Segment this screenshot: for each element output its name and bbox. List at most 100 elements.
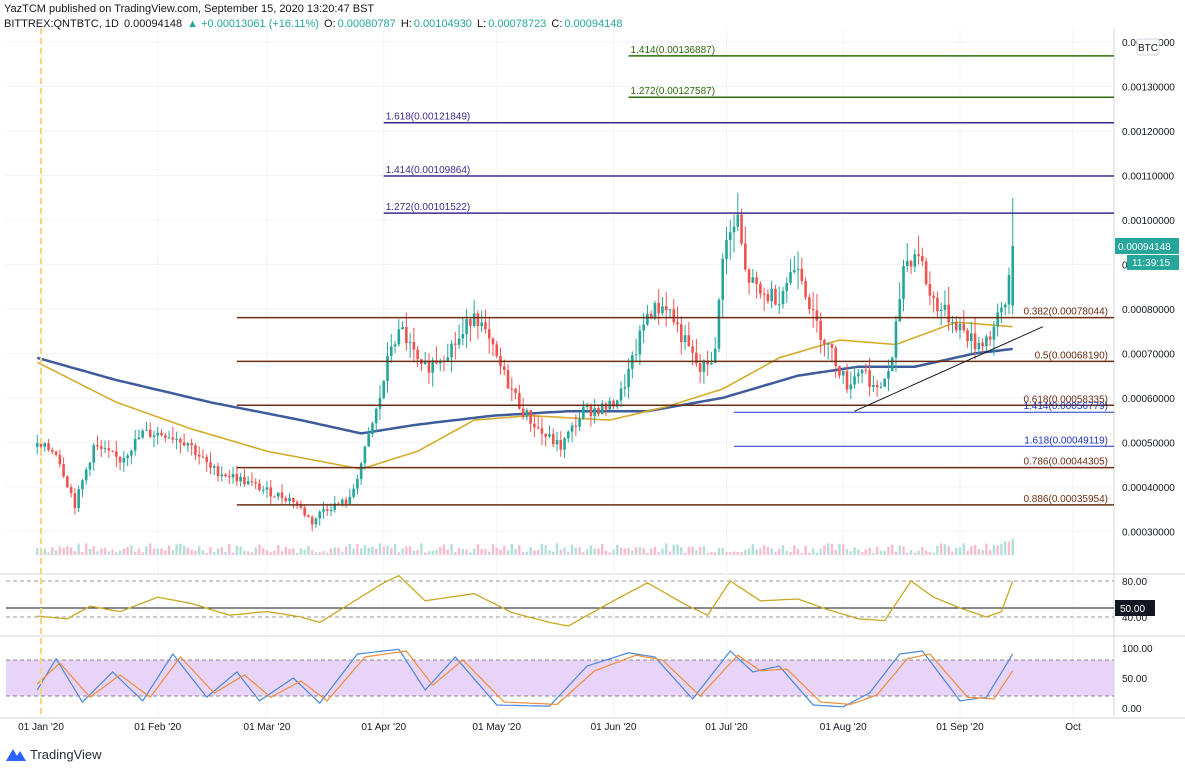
candle-body: [702, 360, 706, 372]
candle-body: [759, 283, 762, 294]
volume-bar: [175, 544, 178, 555]
volume-bar: [924, 550, 928, 555]
volume-bar: [661, 548, 664, 555]
price-chart[interactable]: 1.414(0.00136887) 1.272(0.00127587) 1.618(…: [0, 28, 1185, 768]
volume-bar: [649, 548, 653, 555]
fib-level-label: 0.5(0.00068190): [1035, 350, 1108, 361]
candle-body: [913, 254, 917, 267]
volume-bar: [672, 544, 675, 555]
volume-bar: [499, 549, 502, 555]
candle-body: [62, 464, 65, 477]
candle-body: [860, 369, 864, 374]
fib-level-label: 1.414(0.00056779): [1023, 401, 1108, 412]
candle-body: [811, 309, 815, 311]
countdown-label: 11:39:15: [1132, 258, 1171, 269]
volume-bar: [213, 552, 216, 555]
volume-bar: [744, 549, 747, 555]
candle-body: [337, 503, 340, 505]
volume-bar: [936, 545, 939, 555]
candle-body: [676, 322, 679, 325]
volume-bar: [246, 551, 250, 555]
candle-body: [627, 368, 630, 388]
candle-body: [857, 373, 860, 377]
candle-body: [902, 266, 905, 300]
volume-bar: [431, 550, 434, 555]
candle-body: [615, 400, 619, 407]
volume-bar: [465, 549, 468, 555]
volume-bar: [81, 551, 84, 555]
candle-body: [472, 313, 476, 326]
candle-body: [393, 344, 397, 347]
candle-body: [653, 303, 657, 319]
candle-body: [664, 306, 668, 311]
volume-bar: [898, 545, 901, 555]
price-axis-tick: 0.00110000: [1122, 171, 1175, 182]
time-axis-label: 01 May '20: [472, 722, 521, 733]
volume-bar: [442, 544, 446, 555]
volume-bar: [864, 549, 868, 555]
candle-body: [710, 362, 713, 365]
volume-bar: [570, 544, 574, 555]
volume-bar: [819, 548, 822, 555]
candle-body: [50, 450, 54, 452]
candle-body: [235, 474, 239, 482]
candle-body: [838, 365, 841, 376]
candle-body: [634, 354, 638, 356]
volume-bar: [1000, 543, 1003, 555]
ohlc-line: BITTREX:QNTBTC, 1D 0.00094148 ▲ +0.00013…: [4, 17, 625, 32]
volume-bar: [600, 544, 604, 555]
volume-bar: [928, 552, 932, 555]
volume-bar: [484, 549, 487, 555]
candle-body: [928, 283, 932, 296]
volume-bar: [262, 548, 265, 555]
volume-bar: [450, 544, 453, 555]
candle-body: [39, 443, 43, 447]
volume-bar: [657, 552, 660, 555]
change-value: ▲ +0.00013061 (+16.11%): [187, 18, 319, 30]
low-value: 0.00078723: [488, 18, 547, 30]
volume-bar: [390, 547, 393, 555]
candle-body: [491, 338, 495, 345]
candle-body: [423, 361, 427, 365]
volume-bar: [367, 547, 370, 555]
candle-body: [887, 371, 890, 379]
volume-bar: [638, 547, 642, 555]
volume-bar: [220, 547, 223, 555]
volume-bar: [156, 548, 159, 555]
candle-body: [551, 434, 555, 445]
candle-body: [318, 511, 322, 519]
candle-body: [529, 410, 532, 424]
volume-bar: [970, 546, 973, 555]
candle-body: [947, 304, 951, 323]
candle-body: [386, 355, 389, 382]
candle-body: [186, 443, 190, 446]
tradingview-branding[interactable]: TradingView: [6, 744, 102, 764]
candle-body: [344, 499, 348, 504]
candle-body: [725, 240, 728, 259]
volume-bar: [988, 549, 992, 555]
candle-body: [747, 269, 751, 283]
volume-bar: [47, 552, 50, 555]
publisher-line: YazTCM published on TradingView.com, Sep…: [4, 3, 375, 15]
volume-bar: [216, 548, 220, 555]
price-axis-tick: 0.00030000: [1122, 527, 1175, 538]
volume-bar: [182, 545, 186, 555]
candle-body: [506, 369, 510, 389]
volume-bar: [231, 552, 235, 555]
volume-bar: [371, 546, 374, 555]
fib-level-label: 1.414(0.00136887): [631, 45, 716, 56]
volume-bar: [762, 545, 766, 555]
candle-body: [533, 423, 536, 428]
candle-body: [363, 446, 367, 464]
candle-body: [544, 433, 548, 437]
volume-bar: [454, 552, 457, 555]
volume-bar: [378, 543, 382, 555]
price-pane-bg: [6, 37, 1114, 574]
candle-body: [574, 425, 578, 427]
candle-body: [744, 243, 747, 270]
volume-bar: [585, 549, 589, 555]
candle-body: [47, 443, 50, 451]
candle-body: [269, 487, 273, 497]
candle-body: [672, 309, 676, 323]
volume-bar: [849, 551, 852, 555]
